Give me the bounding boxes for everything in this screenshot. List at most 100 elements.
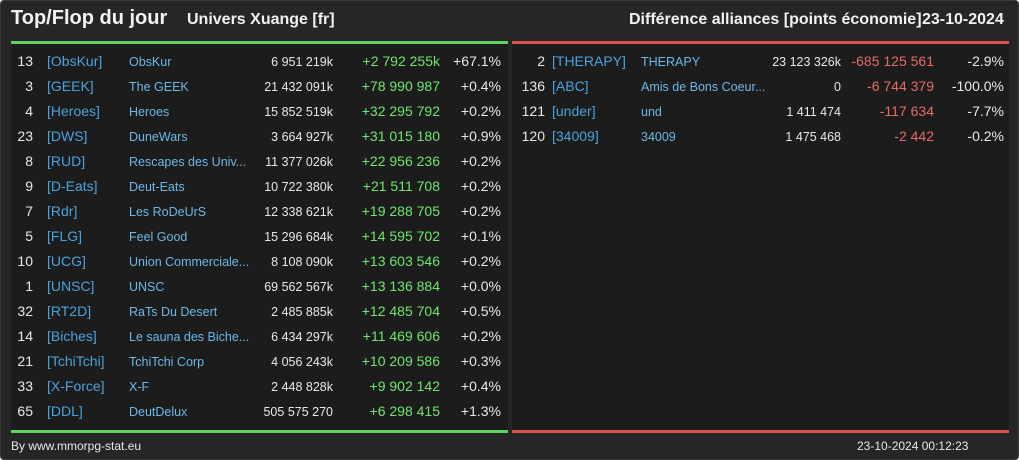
page-title: Top/Flop du jour [11, 7, 168, 29]
table-row: 4 [Heroes] Heroes 15 852 519k +32 295 792 +0.… [11, 99, 508, 124]
alliance-tag-link[interactable]: [RT2D] [47, 303, 92, 319]
alliance-rank: 4 [25, 103, 33, 119]
alliance-points: 2 485 885k [271, 305, 333, 319]
alliance-tag-link[interactable]: [DWS] [47, 128, 88, 144]
table-row: 1 [UNSC] UNSC 69 562 567k +13 136 884 +0.0% [11, 274, 508, 299]
alliance-name-link[interactable]: DuneWars [129, 130, 188, 144]
percent-change: +0.2% [460, 253, 501, 269]
table-row: 120 [34009] 34009 1 475 468 -2 442 -0.2% [512, 124, 1009, 149]
alliance-name-link[interactable]: Union Commerciale... [129, 255, 250, 269]
points-difference: +2 792 255k [362, 53, 440, 69]
points-difference: -117 634 [879, 103, 934, 119]
alliance-name-link[interactable]: und [641, 105, 662, 119]
table-row: 33 [X-Force] X-F 2 448 828k +9 902 142 +0.4% [11, 374, 508, 399]
alliance-name-link[interactable]: Heroes [129, 105, 170, 119]
alliance-tag-link[interactable]: [UNSC] [47, 278, 95, 294]
points-difference: +13 603 546 [361, 253, 440, 269]
alliance-points: 0 [834, 80, 841, 94]
alliance-name-link[interactable]: Feel Good [129, 230, 188, 244]
points-difference: +78 990 987 [361, 78, 440, 94]
alliance-tag-link[interactable]: [Rdr] [47, 203, 78, 219]
alliance-rank: 121 [521, 103, 545, 119]
alliance-points: 1 475 468 [785, 130, 841, 144]
alliance-tag-link[interactable]: [34009] [552, 128, 599, 144]
alliance-points: 2 448 828k [271, 380, 333, 394]
header: Top/Flop du jour Univers Xuange [fr] Dif… [1, 1, 1018, 41]
flop-alliances-panel: 2 [THERAPY] THERAPY 23 123 326k -685 125 561… [512, 41, 1009, 433]
alliance-tag-link[interactable]: [GEEK] [47, 78, 94, 94]
alliance-name-link[interactable]: The GEEK [129, 80, 189, 94]
alliance-tag-link[interactable]: [DDL] [47, 403, 83, 419]
alliance-points: 23 123 326k [772, 55, 841, 69]
ranking-date: 23-10-2024 [922, 11, 1004, 28]
points-difference: +19 288 705 [361, 203, 440, 219]
table-row: 32 [RT2D] RaTs Du Desert 2 485 885k +12 485 … [11, 299, 508, 324]
points-difference: +11 469 606 [362, 328, 440, 344]
alliance-name-link[interactable]: Le sauna des Biche... [129, 330, 250, 344]
alliance-tag-link[interactable]: [Biches] [47, 328, 97, 344]
points-difference: +32 295 792 [361, 103, 440, 119]
alliance-rank: 14 [17, 328, 33, 344]
alliance-tag-link[interactable]: [ABC] [552, 78, 589, 94]
points-difference: +9 902 142 [369, 378, 440, 394]
points-difference: +12 485 704 [361, 303, 440, 319]
alliance-name-link[interactable]: Rescapes des Univ... [129, 155, 247, 169]
alliance-name-link[interactable]: UNSC [129, 280, 165, 294]
percent-change: +67.1% [453, 53, 501, 69]
alliance-name-link[interactable]: Amis de Bons Coeur... [641, 80, 766, 94]
points-difference: +14 595 702 [361, 228, 440, 244]
alliance-tag-link[interactable]: [FLG] [47, 228, 83, 244]
alliance-tag-link[interactable]: [under] [552, 103, 596, 119]
table-row: 13 [ObsKur] ObsKur 6 951 219k +2 792 255k +67… [11, 49, 508, 74]
generated-timestamp: 23-10-2024 00:12:23 [857, 439, 969, 453]
alliance-name-link[interactable]: ObsKur [129, 55, 172, 69]
alliance-name-link[interactable]: TchiTchi Corp [129, 355, 205, 369]
table-row: 23 [DWS] DuneWars 3 664 927k +31 015 180 +0.9… [11, 124, 508, 149]
alliance-rank: 2 [537, 53, 545, 69]
alliance-name-link[interactable]: RaTs Du Desert [129, 305, 218, 319]
alliance-tag-link[interactable]: [Heroes] [47, 103, 100, 119]
alliance-name-link[interactable]: THERAPY [641, 55, 701, 69]
alliance-rank: 65 [17, 403, 33, 419]
alliance-tag-link[interactable]: [THERAPY] [552, 53, 626, 69]
alliance-points: 21 432 091k [264, 80, 333, 94]
alliance-points: 15 296 684k [264, 230, 333, 244]
percent-change: +0.0% [460, 278, 501, 294]
alliance-tag-link[interactable]: [RUD] [47, 153, 86, 169]
alliance-rank: 136 [521, 78, 545, 94]
percent-change: +0.5% [460, 303, 501, 319]
alliance-rank: 7 [25, 203, 33, 219]
alliance-tag-link[interactable]: [X-Force] [47, 378, 105, 394]
percent-change: -7.7% [967, 103, 1004, 119]
points-difference: +31 015 180 [361, 128, 440, 144]
alliance-name-link[interactable]: Les RoDeUrS [129, 205, 207, 219]
alliance-points: 69 562 567k [264, 280, 333, 294]
percent-change: -100.0% [951, 78, 1004, 94]
percent-change: +0.2% [460, 178, 501, 194]
alliance-tag-link[interactable]: [ObsKur] [47, 53, 103, 69]
alliance-name-link[interactable]: Deut-Eats [129, 180, 185, 194]
alliance-tag-link[interactable]: [TchiTchi] [47, 353, 105, 369]
points-difference: -685 125 561 [851, 53, 934, 69]
universe-label: Univers Xuange [fr] [187, 11, 335, 28]
alliance-points: 15 852 519k [264, 105, 333, 119]
percent-change: +0.3% [460, 353, 501, 369]
alliance-points: 8 108 090k [271, 255, 333, 269]
alliance-name-link[interactable]: X-F [129, 380, 150, 394]
points-difference: +6 298 415 [369, 403, 440, 419]
alliance-points: 11 377 026k [265, 155, 333, 169]
percent-change: +0.1% [460, 228, 501, 244]
alliance-points: 6 434 297k [271, 330, 333, 344]
table-row: 9 [D-Eats] Deut-Eats 10 722 380k +21 511 708… [11, 174, 508, 199]
points-difference: +13 136 884 [361, 278, 440, 294]
alliance-tag-link[interactable]: [UCG] [47, 253, 86, 269]
alliance-name-link[interactable]: 34009 [641, 130, 676, 144]
alliance-rank: 21 [17, 353, 33, 369]
alliance-rank: 1 [25, 278, 33, 294]
alliance-rank: 120 [521, 128, 545, 144]
alliance-points: 6 951 219k [271, 55, 333, 69]
alliance-name-link[interactable]: DeutDelux [129, 405, 188, 419]
alliance-points: 10 722 380k [264, 180, 333, 194]
alliance-tag-link[interactable]: [D-Eats] [47, 178, 98, 194]
alliance-rank: 13 [17, 53, 33, 69]
